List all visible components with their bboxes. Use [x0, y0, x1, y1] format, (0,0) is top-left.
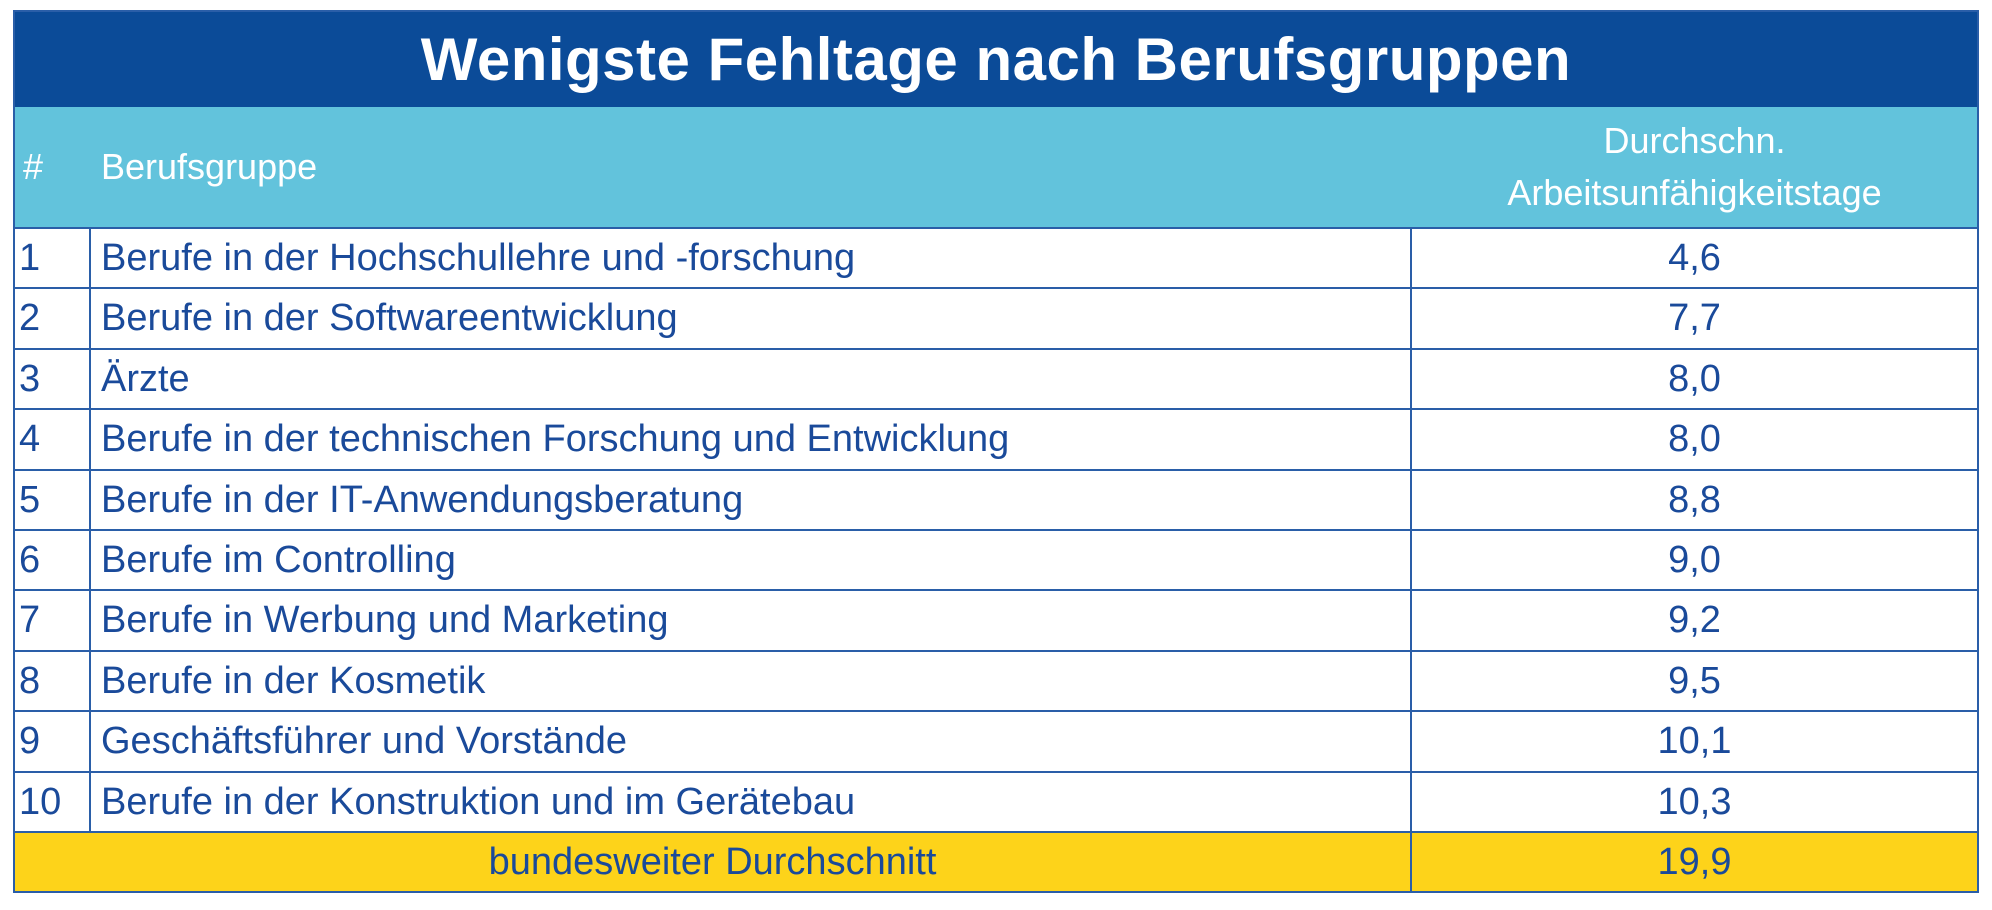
group-cell: Geschäftsführer und Vorstände: [91, 712, 1412, 771]
value-cell: 7,7: [1668, 297, 1721, 340]
total-row: bundesweiter Durchschnitt 19,9: [15, 830, 1977, 892]
group-cell: Berufe in der Kosmetik: [91, 651, 1412, 711]
table-row: 1 Berufe in der Hochschullehre und -forsc…: [15, 227, 1977, 288]
table-header: # Berufsgruppe Durchschn. Arbeitsunfähig…: [15, 107, 1977, 227]
header-average: Durchschn. Arbeitsunfähigkeitstage: [1412, 115, 1977, 219]
rank-cell: 6: [15, 530, 91, 590]
total-value: 19,9: [1657, 840, 1732, 883]
rank-cell: 2: [15, 289, 91, 348]
table-row: 6 Berufe im Controlling 9,0: [15, 528, 1977, 590]
rank-cell: 10: [15, 772, 91, 831]
table-row: 5 Berufe in der IT-Anwendungsberatung 8,8: [15, 468, 1977, 529]
rank-cell: 9: [15, 712, 91, 771]
rank-cell: 5: [15, 470, 91, 529]
value-cell: 4,6: [1668, 237, 1721, 279]
rank-cell: 7: [15, 591, 91, 650]
header-average-line1: Durchschn.: [1603, 120, 1786, 161]
table-row: 8 Berufe in der Kosmetik 9,5: [15, 649, 1977, 711]
table-row: 2 Berufe in der Softwareentwicklung 7,7: [15, 287, 1977, 348]
table-row: 9 Geschäftsführer und Vorstände 10,1: [15, 710, 1977, 771]
value-cell: 8,0: [1668, 418, 1721, 461]
header-average-line2: Arbeitsunfähigkeitstage: [1507, 172, 1882, 213]
value-cell: 9,2: [1668, 599, 1721, 642]
value-cell: 10,3: [1657, 780, 1732, 823]
rank-cell: 3: [15, 349, 91, 409]
rank-cell: 1: [15, 229, 91, 288]
table-row: 3 Ärzte 8,0: [15, 347, 1977, 409]
value-cell: 9,5: [1668, 659, 1721, 702]
group-cell: Berufe in der Softwareentwicklung: [91, 289, 1412, 348]
group-cell: Berufe in der Konstruktion und im Geräte…: [91, 772, 1412, 831]
value-cell: 8,0: [1668, 357, 1721, 400]
value-cell: 9,0: [1668, 538, 1721, 581]
group-cell: Berufe in der IT-Anwendungsberatung: [91, 470, 1412, 529]
table-title: Wenigste Fehltage nach Berufsgruppen: [15, 12, 1977, 107]
total-label: bundesweiter Durchschnitt: [15, 832, 1412, 892]
table-row: 7 Berufe in Werbung und Marketing 9,2: [15, 589, 1977, 650]
value-cell: 10,1: [1657, 720, 1732, 763]
header-rank: #: [23, 146, 44, 187]
rank-cell: 4: [15, 410, 91, 469]
group-cell: Berufe in Werbung und Marketing: [91, 591, 1412, 650]
group-cell: Ärzte: [91, 349, 1412, 409]
rank-cell: 8: [15, 651, 91, 711]
sick-days-table: Wenigste Fehltage nach Berufsgruppen # B…: [13, 10, 1979, 894]
group-cell: Berufe in der Hochschullehre und -forsch…: [91, 229, 1412, 288]
group-cell: Berufe im Controlling: [91, 530, 1412, 590]
header-group: Berufsgruppe: [101, 146, 318, 187]
table-row: 10 Berufe in der Konstruktion und im Gerä…: [15, 770, 1977, 831]
table-row: 4 Berufe in der technischen Forschung und…: [15, 408, 1977, 469]
group-cell: Berufe in der technischen Forschung und …: [91, 410, 1412, 469]
value-cell: 8,8: [1668, 478, 1721, 521]
